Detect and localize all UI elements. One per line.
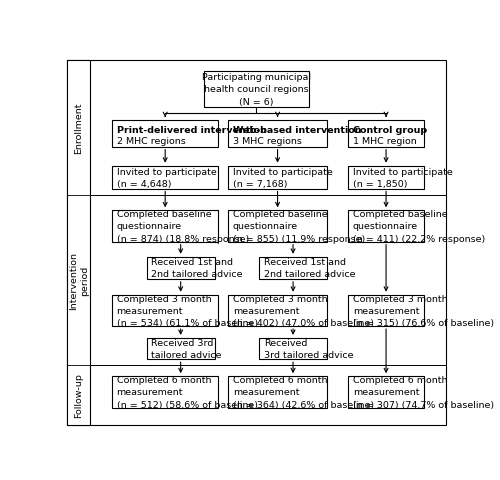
FancyBboxPatch shape [147, 257, 214, 279]
Text: Completed baseline
questionnaire
(n = 874) (18.8% response): Completed baseline questionnaire (n = 87… [116, 210, 249, 243]
FancyBboxPatch shape [204, 72, 308, 108]
Text: Completed 3 month
measurement
(n = 534) (61.1% of baseline): Completed 3 month measurement (n = 534) … [116, 294, 258, 327]
FancyBboxPatch shape [348, 166, 424, 189]
Text: Participating municipal
health council regions
(N = 6): Participating municipal health council r… [202, 73, 311, 107]
Text: Intervention
period: Intervention period [68, 252, 89, 309]
Text: Completed 6 month
measurement
(n = 512) (58.6% of baseline): Completed 6 month measurement (n = 512) … [116, 375, 258, 408]
Text: Received 1st and
2nd tailored advice: Received 1st and 2nd tailored advice [152, 258, 243, 279]
FancyBboxPatch shape [348, 121, 424, 147]
FancyBboxPatch shape [259, 257, 327, 279]
Text: Invited to participate
(n = 1,850): Invited to participate (n = 1,850) [353, 167, 452, 188]
FancyBboxPatch shape [112, 166, 218, 189]
Text: Received 1st and
2nd tailored advice: Received 1st and 2nd tailored advice [264, 258, 356, 279]
Text: Invited to participate
(n = 7,168): Invited to participate (n = 7,168) [233, 167, 332, 188]
FancyBboxPatch shape [67, 61, 90, 425]
FancyBboxPatch shape [348, 211, 424, 242]
FancyBboxPatch shape [259, 338, 327, 360]
FancyBboxPatch shape [228, 211, 327, 242]
Text: Received 3rd
tailored advice: Received 3rd tailored advice [152, 338, 222, 360]
FancyBboxPatch shape [112, 121, 218, 147]
Text: Invited to participate
(n = 4,648): Invited to participate (n = 4,648) [116, 167, 216, 188]
Text: Completed 6 month
measurement
(n = 307) (74.7% of baseline): Completed 6 month measurement (n = 307) … [353, 375, 494, 408]
Text: Completed 3 month
measurement
(n = 315) (76.6% of baseline): Completed 3 month measurement (n = 315) … [353, 294, 494, 327]
FancyBboxPatch shape [112, 211, 218, 242]
Text: 2 MHC regions: 2 MHC regions [116, 136, 186, 145]
FancyBboxPatch shape [348, 376, 424, 408]
Text: Web-based intervention: Web-based intervention [233, 126, 362, 135]
Text: Received
3rd tailored advice: Received 3rd tailored advice [264, 338, 354, 360]
Text: Print-delivered intervention: Print-delivered intervention [116, 126, 266, 135]
Text: Completed 6 month
measurement
(n = 364) (42.6% of baseline): Completed 6 month measurement (n = 364) … [233, 375, 374, 408]
Text: Follow-up: Follow-up [74, 373, 84, 418]
FancyBboxPatch shape [228, 166, 327, 189]
Text: Completed baseline
questionnaire
(n = 855) (11.9% response): Completed baseline questionnaire (n = 85… [233, 210, 365, 243]
Text: 3 MHC regions: 3 MHC regions [233, 136, 302, 145]
FancyBboxPatch shape [112, 295, 218, 326]
Text: Control group: Control group [353, 126, 427, 135]
FancyBboxPatch shape [348, 295, 424, 326]
Text: Completed 3 month
measurement
(n = 402) (47.0% of baseline): Completed 3 month measurement (n = 402) … [233, 294, 374, 327]
Text: Completed baseline
questionnaire
(n = 411) (22.2% response): Completed baseline questionnaire (n = 41… [353, 210, 485, 243]
FancyBboxPatch shape [228, 295, 327, 326]
FancyBboxPatch shape [228, 376, 327, 408]
Text: Enrollment: Enrollment [74, 103, 84, 154]
FancyBboxPatch shape [228, 121, 327, 147]
FancyBboxPatch shape [147, 338, 214, 360]
FancyBboxPatch shape [112, 376, 218, 408]
Text: 1 MHC region: 1 MHC region [353, 136, 416, 145]
